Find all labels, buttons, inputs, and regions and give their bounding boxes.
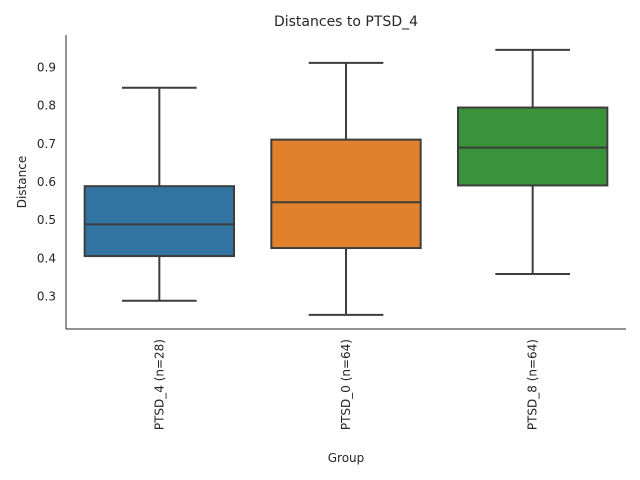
box — [83, 185, 235, 258]
y-tick-label: 0.7 — [37, 137, 56, 151]
x-tick-label: PTSD_0 (n=64) — [339, 339, 353, 430]
y-tick-label: 0.4 — [37, 251, 56, 265]
box-group — [457, 48, 609, 276]
plot-area — [83, 48, 609, 316]
x-tick-label: PTSD_4 (n=28) — [152, 339, 166, 430]
y-axis: 0.3 0.4 0.5 0.6 0.7 0.8 0.9 — [37, 35, 67, 329]
y-tick-label: 0.3 — [37, 290, 56, 304]
chart-title: Distances to PTSD_4 — [274, 14, 418, 30]
x-axis: PTSD_4 (n=28) PTSD_0 (n=64) PTSD_8 (n=64) — [66, 328, 626, 430]
x-axis-label: Group — [328, 451, 365, 465]
y-tick-label: 0.5 — [37, 213, 56, 227]
box — [457, 106, 609, 187]
box-group — [83, 86, 235, 302]
box-group — [270, 61, 422, 316]
y-tick-label: 0.8 — [37, 99, 56, 113]
x-tick-label: PTSD_8 (n=64) — [526, 339, 540, 430]
box — [270, 138, 422, 250]
y-tick-label: 0.6 — [37, 175, 56, 189]
y-tick-label: 0.9 — [37, 60, 56, 74]
y-axis-label: Distance — [15, 156, 29, 208]
